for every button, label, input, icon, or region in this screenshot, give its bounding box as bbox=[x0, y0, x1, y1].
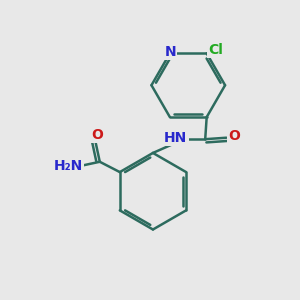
Text: O: O bbox=[228, 129, 240, 143]
Text: H₂N: H₂N bbox=[53, 159, 82, 173]
Text: N: N bbox=[165, 45, 176, 59]
Text: O: O bbox=[91, 128, 103, 142]
Text: HN: HN bbox=[164, 131, 188, 145]
Text: Cl: Cl bbox=[208, 43, 223, 57]
